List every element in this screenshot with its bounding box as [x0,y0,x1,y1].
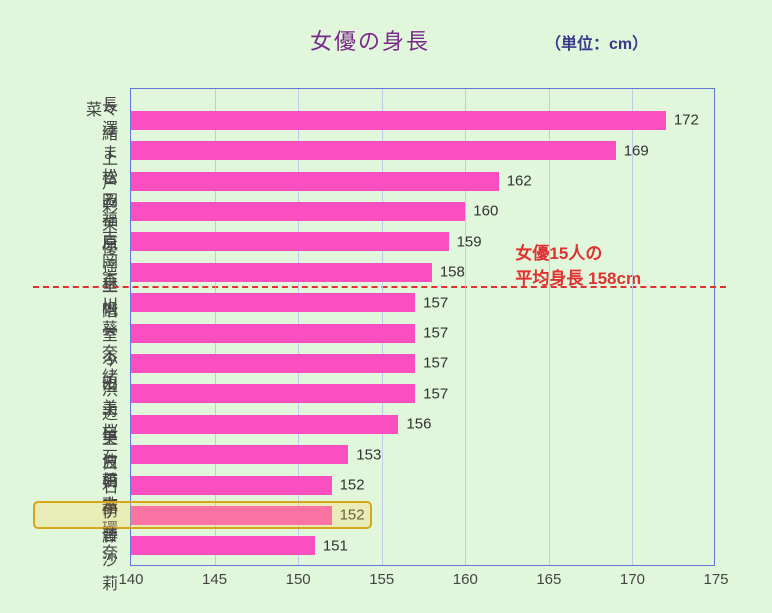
bar-value-label: 160 [473,203,498,220]
bar-value-label: 153 [356,446,381,463]
x-tick-label: 145 [202,571,227,588]
annotation-line2: 平均身長 158cm [515,269,641,288]
bar-value-label: 169 [624,142,649,159]
bar [131,445,348,464]
plot-area: 女優15人の 平均身長 158cm 1401451501551601651701… [130,88,715,566]
gridline [549,89,550,565]
bar [131,111,666,130]
x-tick-label: 150 [286,571,311,588]
x-tick-label: 140 [118,571,143,588]
bar [131,536,315,555]
gridline [632,89,633,565]
bar [131,415,398,434]
chart-container: 女優の身長 （単位：cm） 女優15人の 平均身長 158cm 14014515… [0,0,772,613]
bar-value-label: 162 [507,173,532,190]
bar [131,506,332,525]
bar [131,293,415,312]
bar-value-label: 152 [340,477,365,494]
bar-value-label: 157 [423,294,448,311]
x-tick-label: 165 [536,571,561,588]
unit-label: （単位：cm） [545,30,648,54]
chart-title: 女優の身長 [310,24,430,56]
x-tick-label: 175 [703,571,728,588]
bar-value-label: 158 [440,264,465,281]
y-category-label: 伊藤沙莉 [102,498,118,594]
bar-value-label: 159 [457,233,482,250]
bar [131,232,449,251]
x-tick-label: 160 [453,571,478,588]
bar-value-label: 157 [423,325,448,342]
annotation-line1: 女優15人の [515,244,602,263]
bar-value-label: 157 [423,385,448,402]
bar-value-label: 156 [406,416,431,433]
bar [131,202,465,221]
annotation-text: 女優15人の 平均身長 158cm [515,242,641,291]
bar [131,263,432,282]
bar [131,476,332,495]
bar [131,354,415,373]
gridline [465,89,466,565]
bar [131,172,499,191]
bar [131,384,415,403]
x-tick-label: 155 [369,571,394,588]
bar [131,324,415,343]
bar [131,141,616,160]
bar-value-label: 152 [340,507,365,524]
bar-value-label: 157 [423,355,448,372]
x-tick-label: 170 [620,571,645,588]
bar-value-label: 172 [674,112,699,129]
bar-value-label: 151 [323,537,348,554]
